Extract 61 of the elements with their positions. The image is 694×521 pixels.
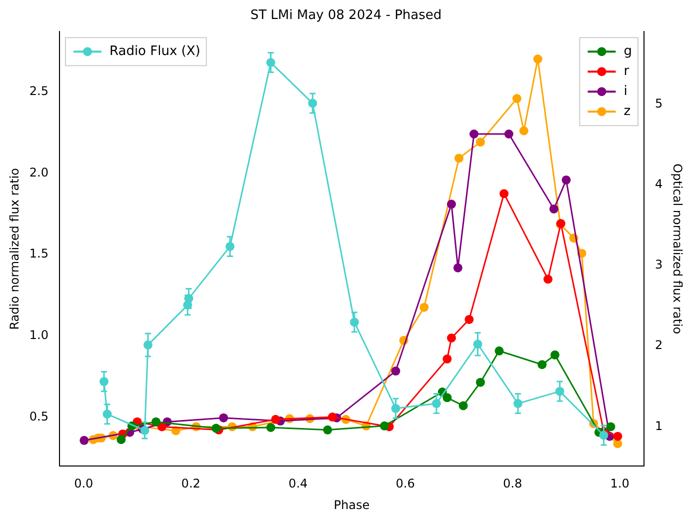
point — [533, 54, 542, 64]
point — [469, 130, 478, 138]
point — [446, 200, 456, 209]
y-axis-title: Radio normalized flux ratio — [7, 168, 22, 330]
x-tick-label: 0.0 — [74, 476, 94, 491]
point — [442, 354, 452, 364]
legend-label: z — [624, 104, 631, 119]
point — [550, 350, 560, 360]
y2-tick-label: 1 — [654, 418, 663, 433]
point — [80, 436, 89, 445]
point — [328, 412, 337, 422]
y-tick-label: 1.5 — [29, 246, 48, 261]
point — [519, 126, 528, 136]
y2-tick-label: 3 — [654, 258, 663, 272]
y2-tick-label: 4 — [654, 176, 663, 191]
point — [420, 302, 429, 312]
x-axis-title: Phase — [334, 498, 370, 512]
point — [212, 424, 221, 433]
point — [549, 204, 558, 214]
point — [391, 366, 400, 376]
point — [458, 401, 468, 410]
legend-label: Radio Flux (X) — [109, 44, 200, 59]
point — [606, 422, 616, 432]
point — [446, 333, 456, 342]
y2-tick-label: 2 — [654, 338, 663, 352]
point — [380, 421, 389, 430]
legend-label: i — [624, 84, 628, 99]
point — [219, 413, 228, 422]
legend-label: r — [624, 64, 630, 79]
chart-title: ST LMi May 08 2024 - Phased — [250, 8, 442, 24]
point — [476, 138, 485, 147]
point — [453, 263, 462, 272]
point — [543, 274, 552, 284]
y2-tick-label: 5 — [654, 96, 663, 110]
legend-label: g — [624, 44, 632, 59]
x-tick-label: 0.2 — [181, 476, 200, 491]
y-tick-label: 2.5 — [29, 84, 48, 98]
point — [494, 346, 504, 356]
point — [562, 175, 571, 184]
point — [512, 94, 522, 104]
point — [266, 422, 276, 432]
point — [442, 393, 452, 402]
x-tick-label: 0.4 — [288, 476, 308, 491]
y-tick-label: 0.5 — [29, 409, 48, 424]
y2-axis-title: Optical normalized flux ratio — [670, 164, 685, 334]
x-tick-label: 0.6 — [396, 476, 415, 491]
point — [464, 314, 474, 324]
point — [271, 414, 280, 424]
y-tick-label: 2.0 — [29, 165, 48, 180]
x-tick-label: 0.8 — [503, 476, 522, 491]
point — [538, 360, 547, 370]
point — [504, 130, 514, 138]
point — [116, 435, 126, 444]
y-tick-label: 1.0 — [29, 328, 48, 342]
point — [323, 425, 332, 434]
point — [454, 154, 464, 163]
point — [500, 189, 509, 198]
x-tick-label: 1.0 — [610, 476, 630, 491]
point — [476, 378, 485, 387]
point — [613, 432, 622, 441]
point — [152, 417, 161, 426]
